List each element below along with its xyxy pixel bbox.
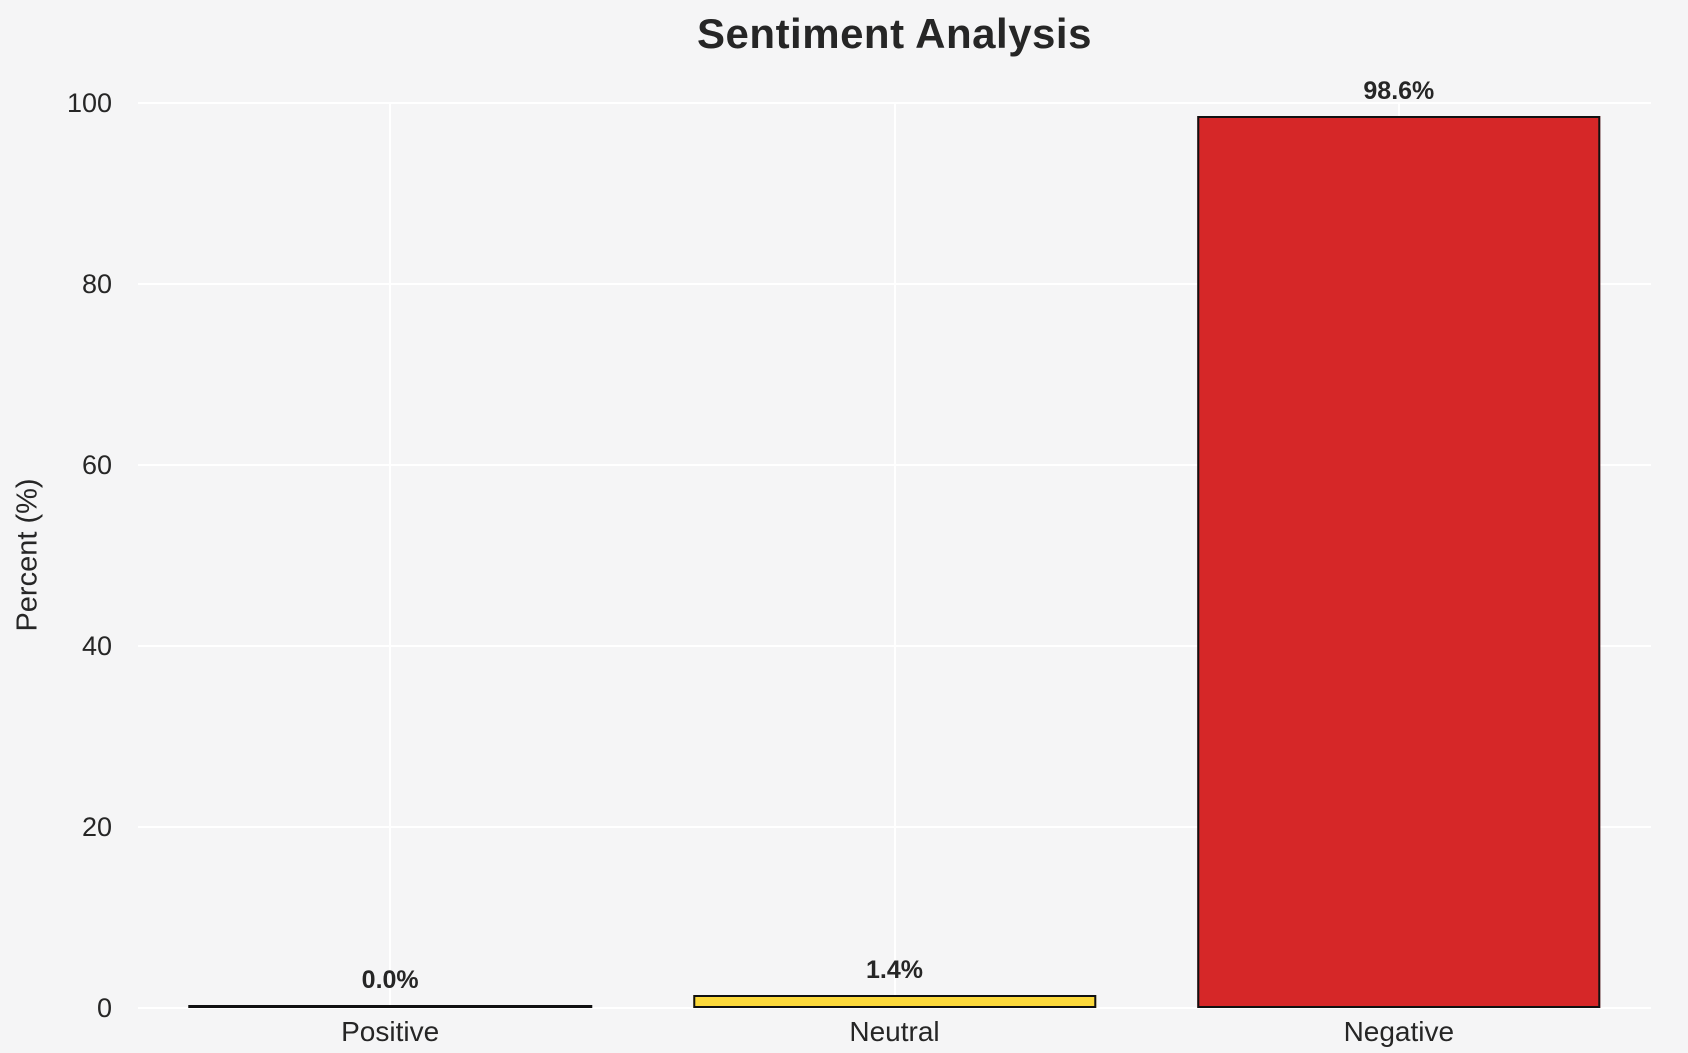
x-tick-label-positive: Positive xyxy=(341,1016,440,1047)
x-tick-label-negative: Negative xyxy=(1343,1016,1455,1047)
bar-positive xyxy=(188,1005,592,1008)
bar-neutral xyxy=(692,995,1097,1008)
gridline-v-positive xyxy=(389,103,392,1008)
y-tick-label-20: 20 xyxy=(81,812,112,842)
y-tick-label-100: 100 xyxy=(66,88,112,118)
chart-title: Sentiment Analysis xyxy=(697,10,1092,57)
y-tick-label-0: 0 xyxy=(96,993,112,1023)
bar-value-label-positive: 0.0% xyxy=(361,966,419,994)
y-tick-label-40: 40 xyxy=(81,631,112,661)
gridline-v-neutral xyxy=(893,103,896,1008)
bar-value-label-neutral: 1.4% xyxy=(866,956,923,985)
bar-negative xyxy=(1197,115,1601,1008)
y-axis-label: Percent (%) xyxy=(11,478,44,632)
y-tick-label-60: 60 xyxy=(81,450,112,480)
gridline-h-0 xyxy=(138,1007,1651,1009)
y-tick-label-80: 80 xyxy=(81,269,112,299)
bar-value-label-negative: 98.6% xyxy=(1363,76,1435,105)
plot-area: 0.0% 1.4% 98.6% xyxy=(138,77,1651,1009)
x-tick-label-neutral: Neutral xyxy=(849,1016,940,1047)
